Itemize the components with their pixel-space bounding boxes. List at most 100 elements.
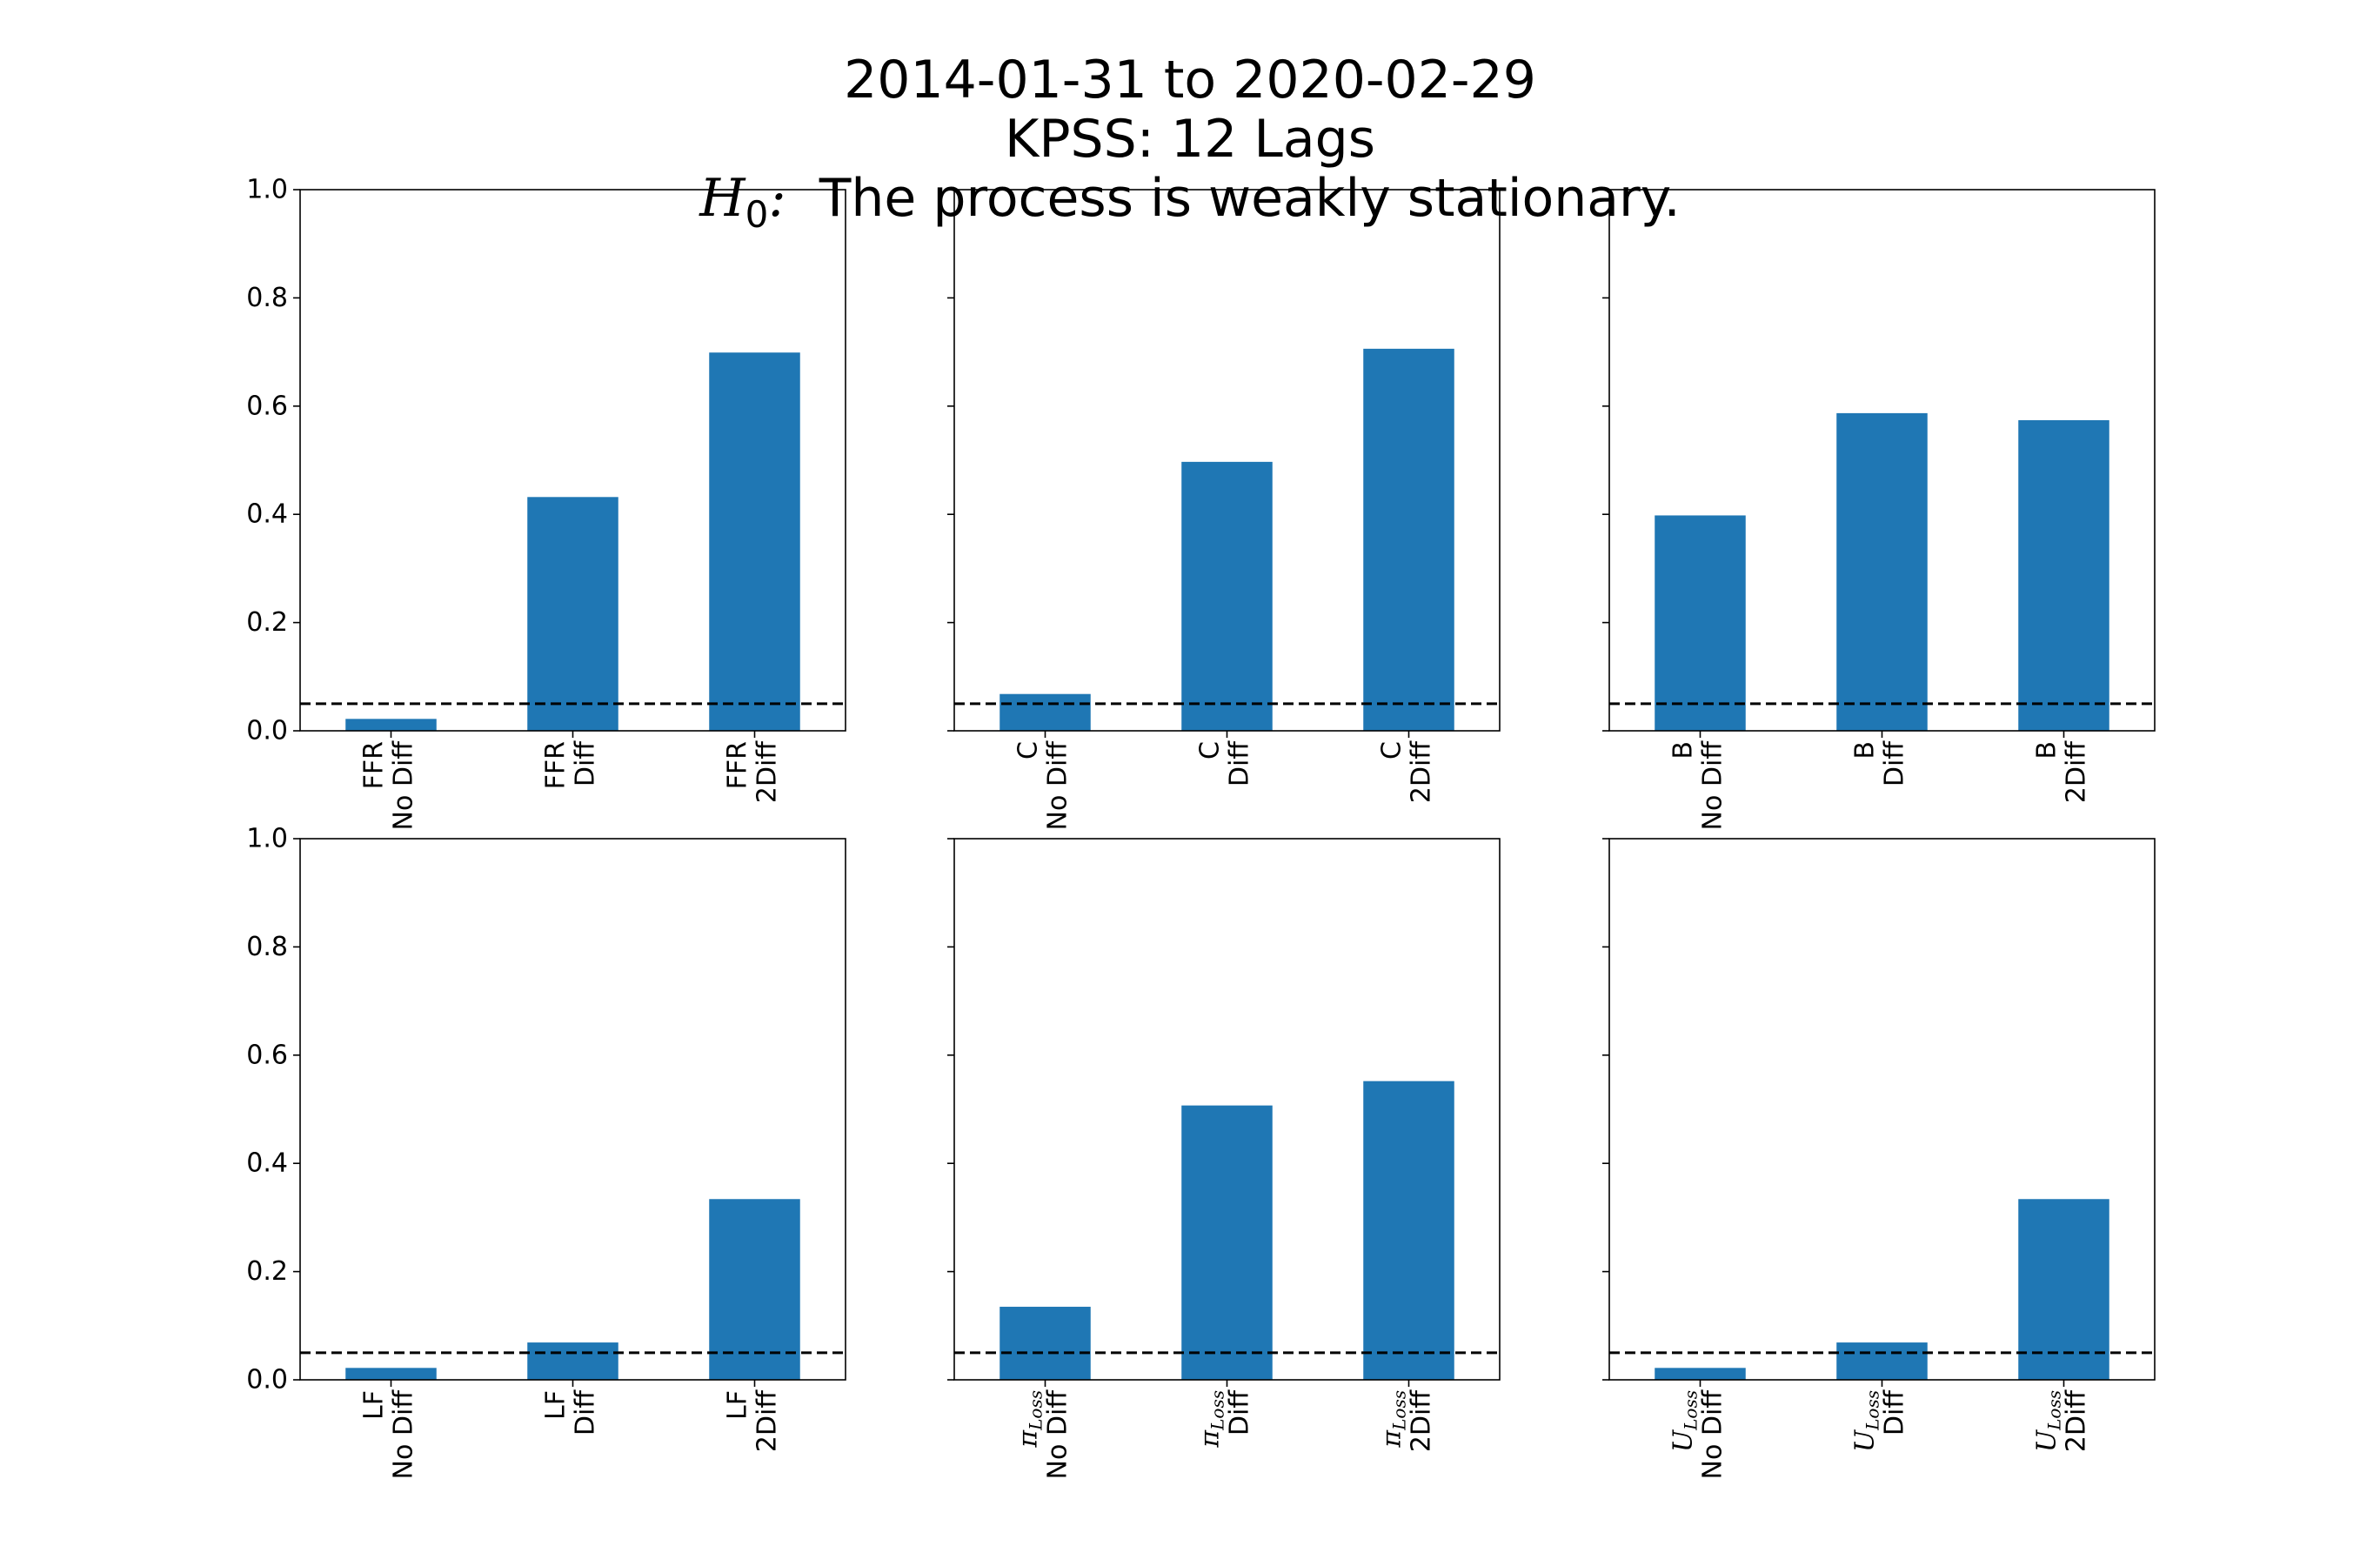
y-tick-label: 0.8 [246,283,288,313]
x-tick-label: ULoss2Diff [2032,1389,2092,1453]
x-tick-label-var: π [1377,1429,1407,1449]
y-tick-label: 0.2 [246,1256,288,1287]
title-colon: : [768,168,786,229]
x-tick-label-var: LF [359,1390,390,1420]
subplot-2: CNo Diff CDiff C2Diff [947,189,1501,831]
bar-3 [2018,419,2109,731]
x-tick-label-diff: 2Diff [1407,740,1437,804]
x-tick-label-diff: Diff [1880,740,1910,786]
x-tick-label-var: U [1668,1429,1699,1452]
x-tick-label-sub: Loss [1026,1390,1046,1431]
x-tick-label: ULossNo Diff [1668,1389,1728,1480]
x-tick-label-diff: No Diff [1698,1389,1728,1480]
x-tick-label: LFDiff [541,1389,601,1436]
bar-1 [1655,1368,1746,1380]
y-tick-label: 0.4 [246,1148,288,1179]
x-tick-label-diff: Diff [1225,1389,1255,1436]
y-tick-label: 0.6 [246,391,288,421]
x-tick-label: LFNo Diff [359,1389,419,1480]
x-tick-label: ULossDiff [1850,1389,1910,1452]
x-tick-label-var: π [1195,1429,1226,1449]
x-tick-label: BDiff [1850,740,1910,786]
bar-3 [709,1199,800,1380]
y-tick-label: 0.8 [246,932,288,962]
x-tick-label: πLossNo Diff [1013,1389,1073,1480]
subplot-3: BNo Diff BDiff B2Diff [1602,189,2156,831]
x-tick-label-diff: Diff [571,740,601,786]
x-tick-label-var: LF [723,1390,753,1420]
x-tick-label-diff: Diff [1225,740,1255,786]
bar-1 [1655,515,1746,731]
x-tick-label: πLoss2Diff [1377,1389,1437,1453]
y-tick-label: 0.0 [246,1365,288,1395]
x-tick-label: CDiff [1195,740,1255,786]
x-tick-label: LF2Diff [723,1389,783,1453]
y-tick-label: 0.2 [246,607,288,638]
x-tick-label-var: U [1850,1429,1881,1452]
x-tick-label-diff: No Diff [1698,740,1728,831]
x-tick-label-sub: Loss [1207,1390,1228,1431]
x-tick-label-diff: No Diff [389,1389,419,1480]
x-tick-label-var: C [1377,741,1407,760]
x-tick-label-sub: Loss [1681,1390,1701,1431]
title-hypothesis-text: The process is weakly stationary. [819,168,1681,229]
y-tick-label: 1.0 [246,824,288,854]
y-tick-label: 0.6 [246,1040,288,1070]
title-h-symbol: H [699,168,745,229]
x-tick-label-sub: Loss [1862,1390,1883,1431]
x-tick-label-sub: Loss [2044,1390,2065,1431]
x-tick-label: FFR2Diff [723,740,783,804]
x-tick-label-var: C [1195,741,1226,760]
title-line-3: H0: The process is weakly stationary. [0,169,2380,244]
x-tick-label-var: LF [541,1390,572,1420]
title-line-1: 2014-01-31 to 2020-02-29 [844,50,1536,110]
x-tick-label-var: π [1013,1429,1044,1449]
bar-2 [527,497,618,731]
x-tick-label-var: C [1013,741,1044,760]
y-tick-label: 1.0 [246,175,288,205]
x-tick-label-var: B [1850,741,1881,760]
bar-1 [345,719,437,731]
x-tick-label: CNo Diff [1013,740,1073,831]
bar-2 [1836,412,1928,731]
title-line-2: KPSS: 12 Lags [1005,109,1375,170]
y-tick-label: 0.4 [246,499,288,530]
bar-1 [345,1368,437,1380]
x-tick-label-diff: 2Diff [752,1389,783,1453]
bar-2 [1181,1105,1273,1380]
bar-2 [1181,461,1273,731]
x-tick-label-var: FFR [359,741,390,789]
x-tick-label: πLossDiff [1195,1389,1255,1449]
x-tick-label-diff: No Diff [1043,1389,1073,1480]
x-tick-label-sub: Loss [1389,1390,1410,1431]
x-tick-label-diff: 2Diff [2062,740,2092,804]
bar-3 [1363,1081,1454,1380]
x-tick-label: BNo Diff [1668,740,1728,831]
title-h-subscript: 0 [745,193,769,236]
x-tick-label-var: U [2032,1429,2062,1452]
bar-3 [709,352,800,731]
bar-2 [527,1342,618,1380]
x-tick-label-diff: No Diff [1043,740,1073,831]
x-tick-label-var: FFR [723,741,753,789]
y-tick-label: 0.0 [246,716,288,746]
x-tick-label-diff: Diff [571,1389,601,1436]
x-tick-label-var: B [1668,741,1699,760]
bar-3 [1363,348,1454,731]
x-tick-label-diff: Diff [1880,1389,1910,1436]
bar-1 [999,693,1091,731]
x-tick-label: B2Diff [2032,740,2092,804]
x-tick-label: FFRDiff [541,740,601,790]
figure-title: 2014-01-31 to 2020-02-29 KPSS: 12 Lags H… [0,50,2380,244]
x-tick-label-diff: 2Diff [2062,1389,2092,1453]
x-tick-label-var: B [2032,741,2062,760]
x-tick-label: C2Diff [1377,740,1437,804]
x-tick-label-diff: 2Diff [752,740,783,804]
x-tick-label-diff: 2Diff [1407,1389,1437,1453]
bar-2 [1836,1342,1928,1380]
